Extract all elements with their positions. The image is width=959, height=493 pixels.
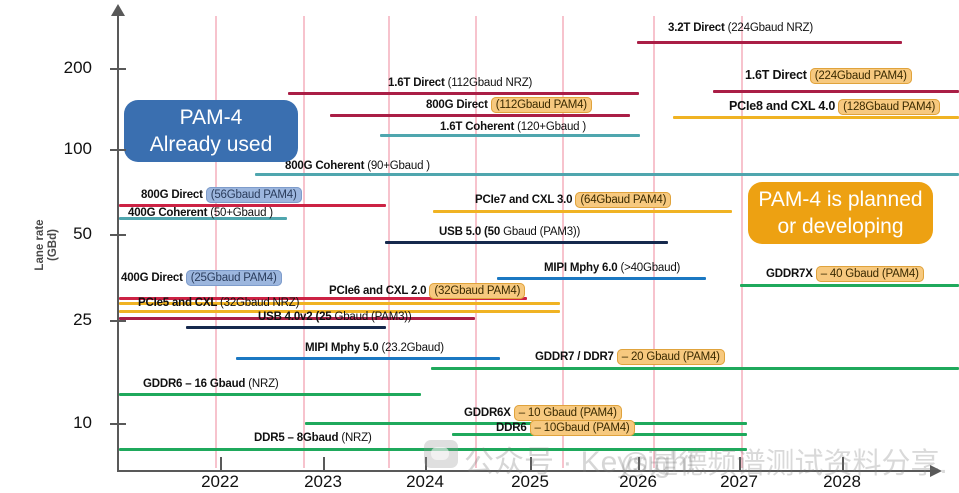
label-mipi-mphy-5: MIPI Mphy 5.0 (23.2Gbaud) <box>305 342 444 354</box>
x-tick-2026 <box>638 457 640 472</box>
label-gddr7-ddr7: GDDR7 / DDR7 – 20 Gbaud (PAM4) <box>535 349 725 365</box>
y-axis-arrow-icon <box>111 4 125 16</box>
bar-800g-direct-112 <box>330 114 630 117</box>
y-axis-line <box>117 14 119 472</box>
y-tick-label-50: 50 <box>73 224 92 243</box>
bar-400g-coherent <box>119 217 287 220</box>
callout-used-line2: Already used <box>149 133 273 156</box>
callout-planned-line1: PAM-4 is planned <box>758 188 923 211</box>
label-pcie8-cxl4: PCIe8 and CXL 4.0 (128Gbaud PAM4) <box>729 99 941 115</box>
y-tick-label-100: 100 <box>63 139 92 158</box>
bar-1-6t-direct-nrz <box>288 92 639 95</box>
label-1-6t-direct-pam4: 1.6T Direct (224Gbaud PAM4) <box>745 68 912 84</box>
y-axis-label-line1: Lane rate <box>34 219 46 271</box>
label-pcie5-cxl: PCIe5 and CXL (32Gbaud NRZ) <box>138 297 300 309</box>
callout-pam4-already-used: PAM-4 Already used <box>124 100 298 162</box>
y-tick-200 <box>110 68 126 70</box>
label-400g-coherent: 400G Coherent (50+Gbaud ) <box>128 207 273 219</box>
x-axis-arrow-icon <box>930 465 942 477</box>
y-tick-label-200: 200 <box>63 58 92 77</box>
callout-pam4-planned: PAM-4 is planned or developing <box>748 182 933 244</box>
label-usb-5-0: USB 5.0 (50 Gbaud (PAM3)) <box>439 226 581 238</box>
label-800g-coherent: 800G Coherent (90+Gbaud ) <box>285 160 430 172</box>
x-tick-2027 <box>739 457 741 472</box>
x-tick-label-2022: 2022 <box>201 472 239 491</box>
y-tick-25 <box>110 320 126 322</box>
label-pcie7-cxl3: PCIe7 and CXL 3.0 (64Gbaud PAM4) <box>475 192 672 208</box>
label-400g-direct: 400G Direct (25Gbaud PAM4) <box>121 270 282 286</box>
bar-800g-direct-56 <box>119 204 386 207</box>
gridline-2022 <box>215 16 217 468</box>
x-tick-label-2025: 2025 <box>511 472 549 491</box>
gridline-2023 <box>303 16 305 468</box>
bar-pcie7-cxl3 <box>433 210 732 213</box>
label-3-2t-direct: 3.2T Direct (224Gbaud NRZ) <box>668 22 814 34</box>
watermark-badge-icon <box>424 440 458 468</box>
bar-usb-4-0v2 <box>186 326 386 329</box>
y-tick-100 <box>110 149 126 151</box>
label-800g-direct-112: 800G Direct (112Gbaud PAM4) <box>426 97 592 113</box>
x-tick-2024 <box>425 457 427 472</box>
bar-mipi-mphy-6 <box>497 277 706 280</box>
bar-gddr7-ddr7 <box>431 367 959 370</box>
callout-planned-line2: or developing <box>777 215 904 238</box>
label-ddr6: DDR6 – 10Gbaud (PAM4) <box>496 420 635 436</box>
callout-used-line1: PAM-4 <box>179 106 243 129</box>
x-tick-2025 <box>530 457 532 472</box>
bar-1-6t-coherent <box>380 134 640 137</box>
bar-800g-coherent <box>255 173 959 176</box>
bar-usb-5-0 <box>385 241 668 244</box>
x-tick-label-2026: 2026 <box>619 472 657 491</box>
label-gddr7x: GDDR7X – 40 Gbaud (PAM4) <box>766 266 924 282</box>
label-pcie6-cxl2: PCIe6 and CXL 2.0 (32Gbaud PAM4) <box>329 283 526 299</box>
x-tick-2028 <box>842 457 844 472</box>
gridline-2028 <box>741 16 743 468</box>
x-tick-2023 <box>323 457 325 472</box>
bar-gddr7x <box>740 284 959 287</box>
y-tick-10 <box>110 423 126 425</box>
label-gddr6: GDDR6 – 16 Gbaud (NRZ) <box>143 378 279 390</box>
bar-400g-direct <box>119 297 527 300</box>
label-gddr6x: GDDR6X – 10 Gbaud (PAM4) <box>464 405 622 421</box>
bar-pcie8-cxl4 <box>673 116 959 119</box>
x-tick-label-2024: 2024 <box>406 472 444 491</box>
x-tick-label-2028: 2028 <box>823 472 861 491</box>
label-ddr5: DDR5 – 8Gbaud (NRZ) <box>254 432 372 444</box>
label-usb-4-0v2: USB 4.0v2 (25 Gbaud (PAM3)) <box>258 311 412 323</box>
label-1-6t-coherent: 1.6T Coherent (120+Gbaud ) <box>440 121 586 133</box>
y-tick-label-10: 10 <box>73 413 92 432</box>
bar-3-2t-direct <box>637 41 902 44</box>
bar-pcie6-cxl2 <box>119 302 560 305</box>
label-1-6t-direct-nrz: 1.6T Direct (112Gbaud NRZ) <box>388 77 533 89</box>
bar-pcie5-cxl <box>119 310 560 313</box>
x-tick-2022 <box>220 457 222 472</box>
y-tick-label-25: 25 <box>73 310 92 329</box>
y-axis-label-line2: (GBd) <box>47 229 59 261</box>
bar-mipi-mphy-5 <box>236 357 500 360</box>
y-tick-50 <box>110 234 126 236</box>
x-tick-label-2027: 2027 <box>720 472 758 491</box>
bar-gddr6x <box>305 422 747 425</box>
bar-1-6t-direct-pam4 <box>713 90 959 93</box>
bar-usb-4-0v2-red <box>119 317 475 320</box>
bar-gddr6 <box>119 393 421 396</box>
label-mipi-mphy-6: MIPI Mphy 6.0 (>40Gbaud) <box>544 262 681 274</box>
y-axis-label: Lane rate (GBd) <box>34 190 60 300</box>
x-tick-label-2023: 2023 <box>304 472 342 491</box>
x-axis-line <box>117 470 937 472</box>
label-800g-direct-56: 800G Direct (56Gbaud PAM4) <box>141 187 302 203</box>
